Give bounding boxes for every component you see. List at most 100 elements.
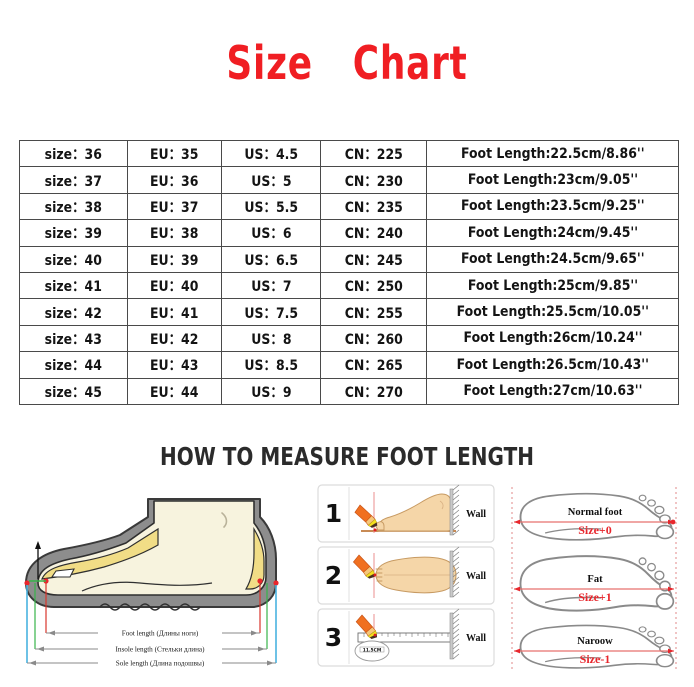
foot-type-normal-size: Size+0 [578,523,612,537]
step-3-ruler-reading: 11.5CM [363,647,381,653]
cell-us-text: US：5.5 [244,199,298,216]
how-to-measure-heading: HOW TO MEASURE FOOT LENGTH [160,442,534,471]
cell-size: size：38 [19,192,128,221]
foot-type-narrow-size: Size-1 [580,652,611,666]
cell-eu-text: EU：43 [150,358,199,375]
cell-eu-text: EU：41 [150,305,199,322]
table-row: size：39 EU：38 US：6 CN：240 Foot Length:24… [19,219,679,247]
foot-type-normal: Normal foot Size+0 [514,492,676,541]
cell-us: US：8.5 [221,351,321,379]
table-row: size：37 EU：36 US：5 CN：230 Foot Length:23… [19,166,679,194]
foot-type-narrow: Naroow Size-1 [514,624,675,669]
cell-us-text: US：6 [250,226,292,243]
cell-foot-length-text: Foot Length:25cm/9.85'' [467,277,638,294]
table-row: size：38 EU：37 US：5.5 CN：235 Foot Length:… [19,192,679,221]
foot-type-normal-name: Normal foot [568,507,623,518]
cell-size-text: size：43 [44,331,103,348]
cell-cn: CN：225 [320,139,427,168]
shoe-label-foot-length: Foot length (Длины ноги) [122,630,199,638]
step-1-number: 1 [325,499,342,528]
cell-eu: EU：41 [127,298,222,326]
cell-cn-text: CN：225 [344,147,403,164]
foot-type-narrow-name: Naroow [577,636,613,647]
cell-foot-length: Foot Length:25.5cm/10.05'' [426,298,679,326]
foot-type-fat-name: Fat [587,574,603,585]
cell-size-text: size：45 [44,384,103,401]
cell-cn-text: CN：255 [344,305,403,322]
step-1-wall-label: Wall [466,509,486,520]
measure-step-1: 1 Wall [317,484,495,543]
cell-size-text: size：37 [44,173,103,190]
cell-cn-text: CN：250 [344,279,403,296]
cell-cn: CN：240 [320,219,427,247]
cell-size: size：42 [19,298,128,326]
cell-us: US：5 [221,166,321,194]
measure-step-2: 2 Wall [317,546,495,605]
cell-us: US：9 [221,377,321,405]
measurement-panels: Foot length (Длины ноги) Insole length (… [0,483,694,678]
cell-foot-length: Foot Length:26.5cm/10.43'' [426,351,679,379]
cell-size-text: size：39 [44,226,103,243]
cell-foot-length: Foot Length:24.5cm/9.65'' [426,245,679,273]
cell-eu: EU：40 [127,271,222,300]
cell-foot-length-text: Foot Length:26.5cm/10.43'' [456,356,649,373]
cell-foot-length-text: Foot Length:26cm/10.24'' [463,330,642,347]
cell-size-text: size：42 [44,305,103,322]
cell-foot-length: Foot Length:27cm/10.63'' [426,377,679,405]
cell-foot-length: Foot Length:23cm/9.05'' [426,166,679,194]
cell-size: size：41 [19,271,128,300]
cell-foot-length-text: Foot Length:24.5cm/9.65'' [460,251,645,268]
cell-size: size：39 [19,219,128,247]
cell-us-text: US：7 [250,279,292,296]
cell-eu: EU：42 [127,324,222,353]
cell-eu: EU：36 [127,166,222,194]
cell-eu-text: EU：35 [150,147,199,164]
cell-us: US：7 [221,271,321,300]
cell-eu-text: EU：38 [150,226,199,243]
cell-cn: CN：265 [320,351,427,379]
cell-size-text: size：40 [44,252,103,269]
cell-cn-text: CN：230 [344,173,403,190]
cell-cn-text: CN：235 [344,199,403,216]
cell-cn: CN：255 [320,298,427,326]
foot-type-fat-size: Size+1 [578,590,612,604]
cell-us: US：6 [221,219,321,247]
cell-us-text: US：5 [250,173,292,190]
cell-eu-text: EU：36 [150,173,199,190]
page-title: Size Chart [226,36,468,90]
cell-size: size：45 [19,377,128,405]
step-2-number: 2 [325,561,342,590]
cell-eu: EU：38 [127,219,222,247]
shoe-cross-section-diagram: Foot length (Длины ноги) Insole length (… [8,483,313,678]
size-chart-table: size：36 EU：35 US：4.5 CN：225 Foot Length:… [19,139,679,405]
cell-cn-text: CN：270 [344,384,403,401]
foot-type-fat: Fat Size+1 [514,555,675,612]
shoe-label-insole-length: Insole length (Стельки длина) [115,646,205,654]
cell-size: size：43 [19,324,128,353]
cell-cn: CN：270 [320,377,427,405]
cell-cn: CN：245 [320,245,427,273]
cell-us-text: US：6.5 [244,252,298,269]
cell-foot-length: Foot Length:24cm/9.45'' [426,219,679,247]
shoe-label-sole-length: Sole length (Длина подошвы) [116,660,205,668]
cell-cn-text: CN：240 [344,226,403,243]
cell-foot-length-text: Foot Length:27cm/10.63'' [463,383,642,400]
cell-eu: EU：37 [127,192,222,221]
cell-eu-text: EU：40 [150,279,199,296]
cell-size: size：36 [19,139,128,168]
table-row: size：42 EU：41 US：7.5 CN：255 Foot Length:… [19,298,679,326]
cell-cn: CN：235 [320,192,427,221]
step-3-number: 3 [325,623,342,652]
cell-cn: CN：250 [320,271,427,300]
table-row: size：43 EU：42 US：8 CN：260 Foot Length:26… [19,324,679,353]
table-row: size：40 EU：39 US：6.5 CN：245 Foot Length:… [19,245,679,273]
cell-us: US：4.5 [221,139,321,168]
cell-us: US：6.5 [221,245,321,273]
cell-foot-length: Foot Length:22.5cm/8.86'' [426,139,679,168]
cell-size-text: size：44 [44,358,103,375]
cell-eu-text: EU：37 [150,199,199,216]
table-row: size：36 EU：35 US：4.5 CN：225 Foot Length:… [19,139,679,168]
cell-size: size：37 [19,166,128,194]
cell-us-text: US：8.5 [244,358,298,375]
